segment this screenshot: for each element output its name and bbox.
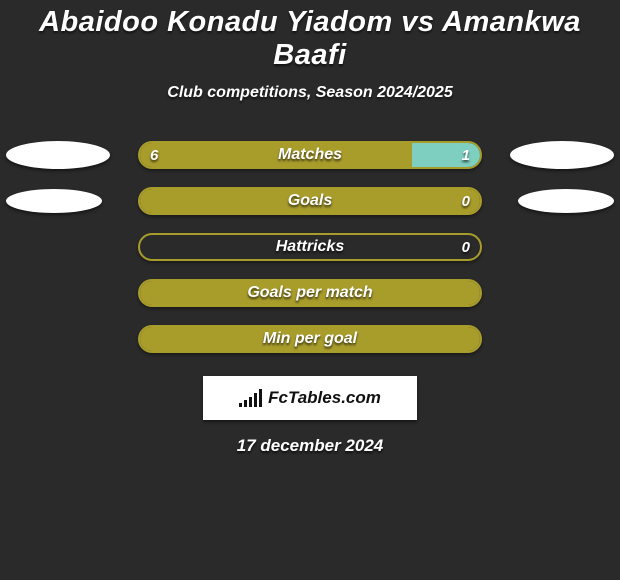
player-left-oval (6, 141, 110, 169)
stat-row: 61Matches (0, 132, 620, 178)
player-right-oval (510, 141, 614, 169)
stat-row: Goals per match (0, 270, 620, 316)
bar-fill-left (140, 327, 480, 351)
stat-bar: 61Matches (138, 141, 482, 169)
stat-row: Min per goal (0, 316, 620, 362)
date-label: 17 december 2024 (0, 436, 620, 456)
stat-value-left: 6 (150, 143, 158, 167)
stat-bar: 0Hattricks (138, 233, 482, 261)
stat-value-right: 0 (462, 235, 470, 259)
page-title: Abaidoo Konadu Yiadom vs Amankwa Baafi (0, 0, 620, 72)
source-label: FcTables.com (268, 388, 381, 408)
stat-bar: Goals per match (138, 279, 482, 307)
stat-value-right: 0 (462, 189, 470, 213)
stat-bar: Min per goal (138, 325, 482, 353)
bar-fill-left (140, 281, 480, 305)
stat-row: 0Hattricks (0, 224, 620, 270)
player-left-oval (6, 189, 102, 213)
bar-fill-left (140, 189, 480, 213)
comparison-chart: 61Matches0Goals0HattricksGoals per match… (0, 132, 620, 362)
bars-icon (239, 389, 262, 407)
stat-bar: 0Goals (138, 187, 482, 215)
source-badge: FcTables.com (203, 376, 417, 420)
bar-fill-left (140, 143, 412, 167)
stat-label: Hattricks (140, 235, 480, 259)
player-right-oval (518, 189, 614, 213)
stat-value-right: 1 (462, 143, 470, 167)
stat-row: 0Goals (0, 178, 620, 224)
page-subtitle: Club competitions, Season 2024/2025 (0, 84, 620, 102)
